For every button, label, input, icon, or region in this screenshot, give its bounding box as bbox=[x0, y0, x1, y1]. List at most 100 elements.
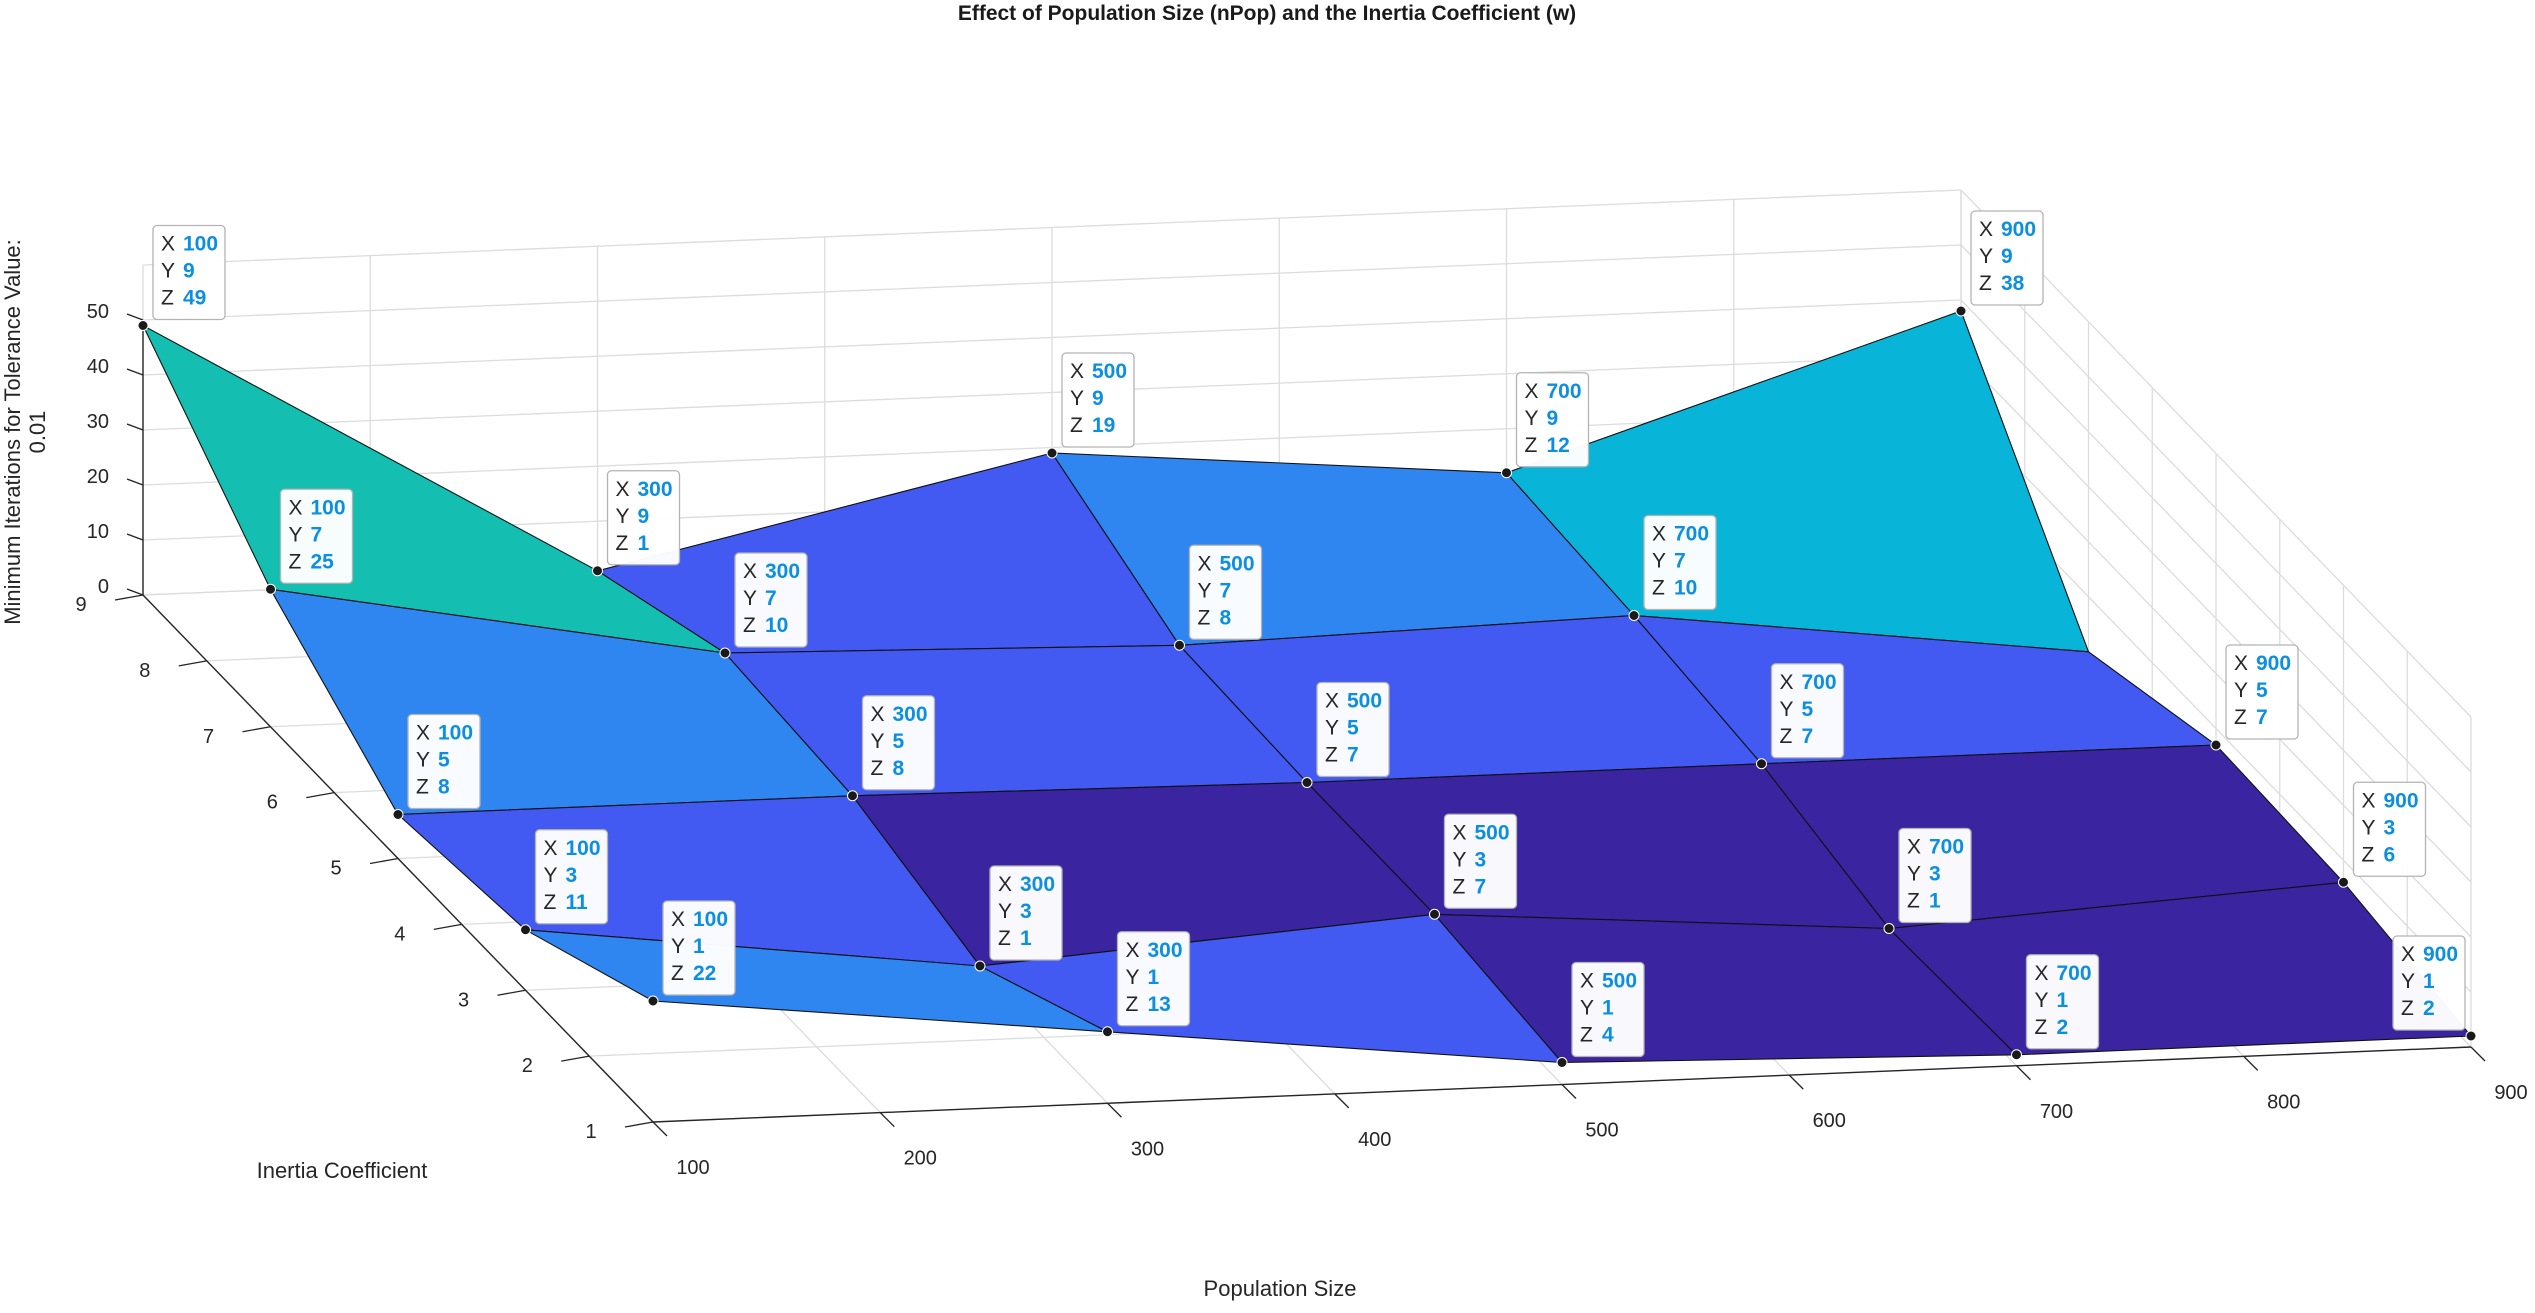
grid-line-back-z bbox=[142, 189, 1962, 266]
datatip-value: 9 bbox=[183, 260, 195, 283]
datatip-key: X bbox=[1325, 690, 1339, 713]
datatip-value: 38 bbox=[2001, 272, 2025, 295]
datatip-box bbox=[989, 865, 1063, 961]
datatip-key: X bbox=[2401, 943, 2415, 966]
datatip-key: Z bbox=[416, 776, 429, 799]
datatip-marker bbox=[1102, 1026, 1113, 1038]
datatip-key: Z bbox=[998, 927, 1011, 950]
datatip-key: Z bbox=[1780, 725, 1793, 748]
y-tick-label: 7 bbox=[203, 726, 214, 748]
datatip-value: 100 bbox=[438, 722, 473, 745]
datatip-key: X bbox=[2035, 962, 2049, 985]
datatip-key: Z bbox=[1453, 875, 1466, 898]
datatip[interactable]: X 700 Y 5Z 7 bbox=[1756, 663, 1845, 770]
datatip[interactable]: X 100 Y 5Z 8 bbox=[392, 713, 481, 820]
datatip-key: Y bbox=[161, 260, 175, 283]
datatip-key: X bbox=[161, 233, 175, 256]
datatip-marker bbox=[1429, 908, 1440, 920]
datatip[interactable]: X 900 Y 5Z 7 bbox=[2210, 644, 2299, 751]
x-tick-mark bbox=[652, 1121, 668, 1137]
y-tick-label: 9 bbox=[75, 594, 86, 616]
axes: 100 200 300 400 500 600 700 800 9001234567890102… bbox=[75, 301, 2527, 1179]
grid-line-side-z bbox=[1960, 189, 2472, 718]
datatip-marker bbox=[137, 320, 149, 331]
datatip-marker bbox=[520, 924, 531, 936]
datatip-marker bbox=[847, 790, 858, 802]
datatip-marker bbox=[1046, 447, 1058, 459]
datatip-value: 5 bbox=[2256, 679, 2268, 702]
datatip[interactable]: X 500 Y 7Z 8 bbox=[1174, 544, 1263, 651]
datatip-key: Z bbox=[2401, 997, 2414, 1020]
datatip[interactable]: X 300 Y 3Z 1 bbox=[974, 865, 1063, 972]
datatip[interactable]: X 500 Y 9Z 19 bbox=[1046, 352, 1135, 459]
datatip-value: 1 bbox=[693, 935, 705, 958]
datatip[interactable]: X 300 Y 7Z 10 bbox=[719, 552, 808, 659]
y-tick-mark bbox=[242, 726, 271, 733]
datatip-key: Z bbox=[743, 614, 756, 637]
datatip-value: 3 bbox=[1475, 848, 1487, 871]
datatip-value: 700 bbox=[1674, 523, 1709, 546]
x-tick-mark bbox=[1561, 1084, 1577, 1099]
datatip-value: 7 bbox=[1674, 550, 1686, 573]
datatip[interactable]: X 700 Y 7Z 10 bbox=[1628, 514, 1717, 621]
datatip-value: 300 bbox=[1020, 873, 1055, 896]
datatip-marker bbox=[1556, 1057, 1568, 1068]
datatip-marker bbox=[1628, 610, 1640, 621]
datatip-key: X bbox=[1652, 523, 1666, 546]
datatip-key: Z bbox=[1525, 434, 1538, 457]
datatip[interactable]: X 100 Y 1Z 22 bbox=[647, 900, 736, 1007]
datatip[interactable]: X 500 Y 1Z 4 bbox=[1556, 961, 1645, 1068]
datatip[interactable]: X 100 Y 9Z 49 bbox=[137, 224, 226, 331]
datatip[interactable]: X 100 Y 7Z 25 bbox=[265, 488, 354, 595]
datatip[interactable]: X 700 Y 9Z 12 bbox=[1501, 372, 1590, 479]
y-tick-mark bbox=[114, 594, 144, 601]
datatip[interactable]: X 900 Y 3Z 6 bbox=[2338, 781, 2427, 888]
datatip-key: Z bbox=[1198, 606, 1211, 629]
datatip-key: Z bbox=[1979, 272, 1992, 295]
datatip-key: Y bbox=[1325, 717, 1339, 740]
datatip-box bbox=[1571, 961, 1645, 1058]
datatip[interactable]: X 500 Y 3Z 7 bbox=[1429, 813, 1518, 920]
datatip-value: 7 bbox=[2256, 706, 2268, 729]
x-tick-label: 800 bbox=[2267, 1091, 2300, 1113]
datatip-value: 300 bbox=[893, 703, 928, 726]
datatip-value: 3 bbox=[1020, 900, 1032, 923]
z-tick-mark bbox=[126, 478, 144, 486]
datatip-value: 500 bbox=[1475, 821, 1510, 844]
datatip-box bbox=[1643, 514, 1717, 611]
datatip[interactable]: X 900 Y 9Z 38 bbox=[1955, 210, 2044, 317]
datatip[interactable]: X 300 Y 9Z 1 bbox=[592, 470, 681, 577]
grid-line-side-z bbox=[1960, 244, 2472, 773]
x-tick-mark bbox=[1788, 1074, 1804, 1090]
datatip[interactable]: X 300 Y 5Z 8 bbox=[847, 695, 936, 802]
y-tick-mark bbox=[497, 989, 526, 996]
datatip-key: Y bbox=[2401, 970, 2415, 993]
datatip-value: 900 bbox=[2423, 943, 2458, 966]
datatip[interactable]: X 500 Y 5Z 7 bbox=[1301, 681, 1390, 788]
datatip-key: Y bbox=[416, 749, 430, 772]
y-tick-mark bbox=[433, 923, 462, 931]
datatip-value: 5 bbox=[1347, 717, 1359, 740]
datatip-value: 1 bbox=[638, 532, 650, 555]
datatip-key: Z bbox=[1126, 993, 1139, 1016]
datatip[interactable]: X 700 Y 3Z 1 bbox=[1883, 827, 1972, 934]
datatip-value: 7 bbox=[1347, 744, 1359, 767]
datatip-key: X bbox=[1453, 821, 1467, 844]
datatip-marker bbox=[1955, 305, 1967, 317]
datatip[interactable]: X 700 Y 1Z 2 bbox=[2011, 954, 2100, 1061]
datatip-marker bbox=[2338, 876, 2349, 888]
datatip[interactable]: X 300 Y 1Z 13 bbox=[1102, 931, 1191, 1038]
datatip-key: Z bbox=[1907, 890, 1920, 913]
datatip-key: X bbox=[871, 703, 885, 726]
datatip[interactable]: X 100 Y 3Z 11 bbox=[520, 829, 609, 936]
y-tick-label: 3 bbox=[458, 989, 469, 1011]
datatip-box bbox=[1970, 210, 2044, 306]
datatip-box bbox=[1443, 813, 1518, 909]
datatip-key: Y bbox=[289, 523, 303, 546]
datatip-value: 10 bbox=[1674, 577, 1697, 600]
datatip[interactable]: X 900 Y 1Z 2 bbox=[2392, 935, 2477, 1042]
y-tick-label: 2 bbox=[522, 1055, 533, 1077]
datatip-value: 7 bbox=[1475, 875, 1487, 898]
